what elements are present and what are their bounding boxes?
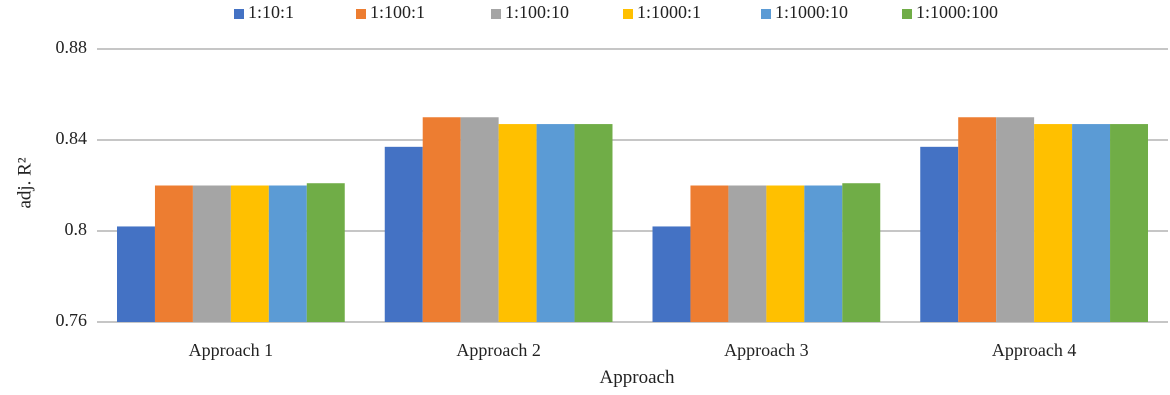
bar (1072, 124, 1111, 322)
y-axis-title: adj. R² (14, 157, 35, 208)
legend-swatch (761, 9, 771, 19)
bar (384, 146, 423, 322)
x-axis-title: Approach (600, 367, 675, 388)
y-tick-label: 0.76 (56, 310, 88, 330)
legend-label: 1:1000:100 (916, 2, 998, 22)
legend: 1:10:1 1:100:1 1:100:10 1:1000:1 1:1000:10 1:… (234, 2, 998, 22)
legend-swatch (902, 9, 912, 19)
bar (690, 185, 729, 322)
x-tick-label: Approach 4 (992, 340, 1076, 360)
bar (460, 117, 499, 322)
bar (574, 124, 613, 322)
bar (268, 185, 307, 322)
bar (192, 185, 231, 322)
bar (117, 226, 155, 322)
legend-swatch (234, 9, 244, 19)
legend-swatch (623, 9, 633, 19)
legend-label: 1:1000:1 (637, 2, 701, 22)
legend-swatch (491, 9, 501, 19)
bar (536, 124, 575, 322)
legend-label: 1:1000:10 (775, 2, 848, 22)
bar (1110, 124, 1148, 322)
bar (728, 185, 767, 322)
bars (117, 117, 1148, 322)
bar (842, 183, 881, 322)
legend-label: 1:100:1 (370, 2, 425, 22)
y-tick-label: 0.8 (65, 219, 88, 239)
bar (958, 117, 997, 322)
legend-swatch (356, 9, 366, 19)
bar (652, 226, 691, 322)
bar (996, 117, 1035, 322)
legend-label: 1:10:1 (248, 2, 294, 22)
bar (230, 185, 269, 322)
bar (766, 185, 805, 322)
legend-label: 1:100:10 (505, 2, 569, 22)
bar (920, 146, 959, 322)
bar (1034, 124, 1073, 322)
x-tick-label: Approach 1 (189, 340, 273, 360)
y-tick-label: 0.84 (56, 128, 88, 148)
bar (422, 117, 461, 322)
x-tick-label: Approach 2 (456, 340, 540, 360)
axes: 0.76 0.8 0.84 0.88 Approach 1 Approach 2 Appro… (56, 37, 1077, 360)
bar (804, 185, 843, 322)
bar (498, 124, 537, 322)
bar (154, 185, 193, 322)
x-tick-label: Approach 3 (724, 340, 808, 360)
y-tick-label: 0.88 (56, 37, 88, 57)
bar (306, 183, 345, 322)
